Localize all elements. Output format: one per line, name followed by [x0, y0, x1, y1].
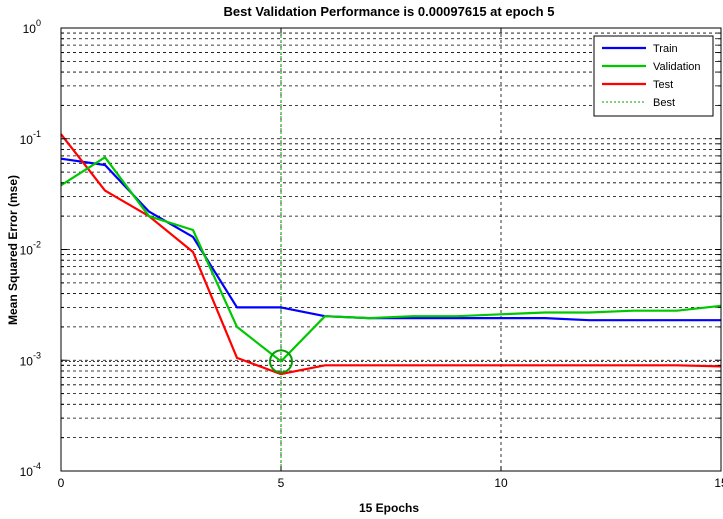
legend-label-validation: Validation [653, 61, 701, 73]
grid-lines [61, 28, 721, 471]
y-tick-label: 100 [23, 18, 41, 36]
legend: Train Validation Test Best [593, 35, 714, 117]
best-marker-lines [61, 28, 721, 471]
series-line-test [60, 133, 722, 376]
x-axis-label: 15 Epochs [359, 501, 419, 515]
best-marker-layer [269, 349, 293, 374]
y-axis-ticks: 100 10-1 10-2 10-3 10-4 [20, 18, 721, 479]
x-axis-ticks: 0 5 10 15 [58, 28, 723, 490]
y-tick-label: 10-3 [20, 350, 41, 368]
best-point-marker [269, 349, 293, 374]
legend-box [593, 35, 714, 117]
y-tick-label: 10-1 [20, 129, 41, 147]
legend-label-test: Test [653, 79, 673, 91]
legend-label-train: Train [653, 43, 678, 55]
series-line-validation [60, 156, 722, 363]
y-axis-label: Mean Squared Error (mse) [6, 175, 20, 325]
y-tick-label: 10-2 [20, 240, 41, 258]
x-tick-label: 15 [714, 476, 723, 490]
y-tick-label: 10-4 [20, 461, 41, 479]
chart-title: Best Validation Performance is 0.0009761… [224, 4, 555, 19]
x-tick-label: 0 [58, 476, 65, 490]
x-tick-label: 10 [494, 476, 508, 490]
legend-label-best: Best [653, 97, 675, 109]
series-layer [60, 133, 722, 376]
x-tick-label: 5 [278, 476, 285, 490]
